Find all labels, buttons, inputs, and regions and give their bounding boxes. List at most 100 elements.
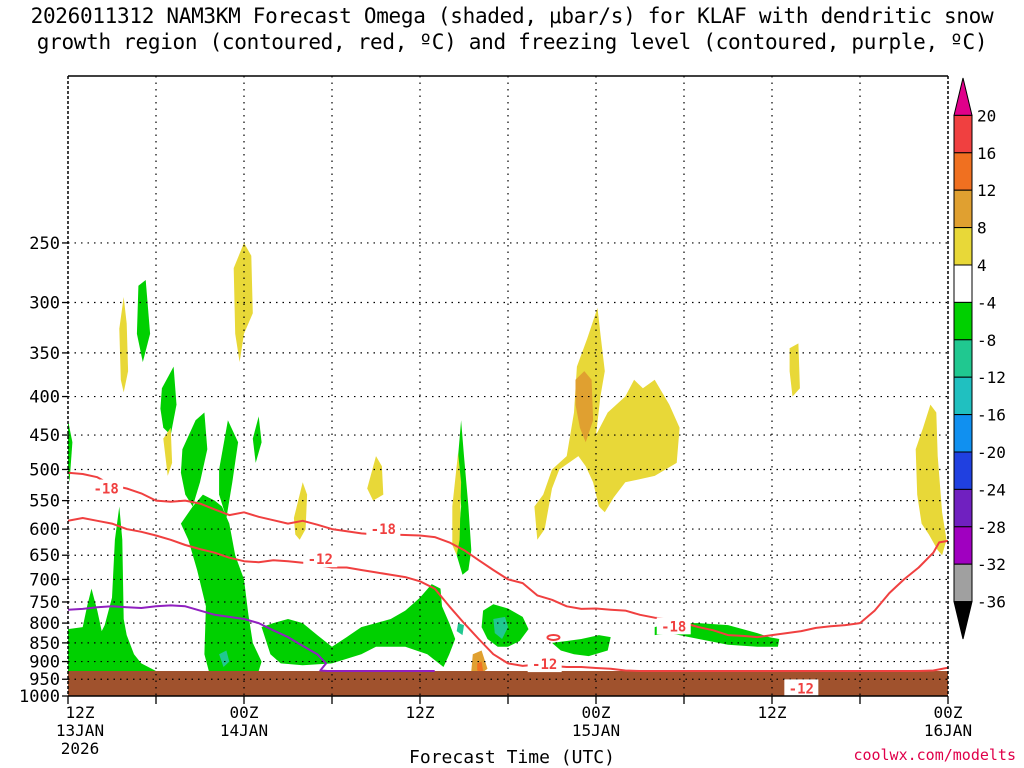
omega-region [233,242,253,363]
colorbar-bin [953,301,973,341]
contour-label-bg [366,520,401,538]
colorbar-label: -28 [977,518,1006,537]
omega-region [456,623,464,636]
contour-label: -18 [93,482,118,498]
y-tick-label: 600 [29,520,60,540]
x-axis-label: Forecast Time (UTC) [409,747,615,768]
colorbar-label: 16 [977,144,996,163]
contour-line [68,517,948,672]
omega-region [219,420,239,518]
colorbar-bin [953,414,973,453]
omega-region [493,616,508,639]
colorbar-bin [953,376,973,416]
contour-lines [68,471,948,672]
colorbar-label: -8 [977,331,996,350]
y-tick-label: 450 [29,426,60,446]
colorbar-bin [953,189,973,229]
colorbar-bin [953,563,973,603]
x-tick-label: 15JAN [572,721,620,740]
chart-title-line-1: 2026011312 NAM3KM Forecast Omega (shaded… [30,4,994,28]
contour-line [546,633,561,641]
colorbar-triangle-top [953,77,973,116]
x-tick-label: 12Z [406,703,435,722]
colorbar-bin [953,339,973,378]
contour-label-bg [527,655,562,673]
x-tick-label: 13JAN [56,721,104,740]
colorbar-label: 4 [977,256,987,275]
omega-shading [68,242,947,671]
omega-region [471,650,488,671]
y-tick-label: 350 [29,344,60,364]
omega-region [68,420,73,483]
contour-label: -12 [308,552,333,568]
omega-region [68,506,171,671]
omega-region [789,343,800,397]
contour-label: -12 [532,657,557,673]
contour-label-bg [89,479,124,497]
omega-region [180,412,208,507]
colorbar-label: 8 [977,219,987,238]
contour-label: -18 [661,619,686,635]
colorbar-label: 20 [977,106,996,125]
colorbar-label: -16 [977,406,1006,425]
colorbar-bin [953,114,973,154]
colorbar-label: -4 [977,293,996,312]
colorbar-label: 12 [977,181,996,200]
omega-region [915,404,947,556]
y-tick-label: 650 [29,546,60,566]
x-tick-label: 12Z [758,703,787,722]
contour-label: -12 [789,681,814,697]
y-tick-label: 700 [29,570,60,590]
omega-region [367,456,384,501]
y-tick-label: 850 [29,634,60,654]
y-tick-label: 900 [29,653,60,673]
contour-line [68,604,435,672]
omega-region [534,307,680,540]
y-tick-label: 250 [29,234,60,254]
y-tick-label: 300 [29,294,60,314]
omega-region [136,280,151,363]
x-tick-label: 2026 [61,739,100,758]
colorbar-triangle-bottom [953,601,973,640]
colorbar-label: -12 [977,368,1006,387]
colorbar-bin [953,264,973,303]
contour-label-bg [656,617,691,635]
x-tick-label: 00Z [582,703,611,722]
contour-label-bg [303,550,338,568]
colorbar-label: -36 [977,593,1006,612]
contour-line [68,471,948,639]
omega-region [477,661,484,671]
omega-region [163,427,173,476]
x-tick-label: 12Z [66,703,95,722]
omega-region [160,366,177,435]
colorbar-bin [953,451,973,490]
colorbar-bin [953,152,973,191]
colorbar-label: -20 [977,443,1006,462]
chart-title-line-2: growth region (contoured, red, ºC) and f… [36,30,988,54]
x-tick-label: 00Z [934,703,963,722]
y-tick-label: 750 [29,593,60,613]
x-tick-label: 16JAN [924,721,972,740]
y-tick-label: 950 [29,670,60,690]
y-tick-label: 1000 [19,687,60,707]
contour-label-bg [784,679,819,697]
omega-region [456,420,472,575]
omega-region [180,494,262,671]
y-tick-label: 800 [29,614,60,634]
colorbar-label: -32 [977,555,1006,574]
y-tick-label: 400 [29,388,60,408]
x-tick-label: 14JAN [220,721,268,740]
omega-region [552,635,611,657]
colorbar-bin [953,526,973,565]
x-tick-label: 00Z [230,703,259,722]
colorbar-bin [953,488,973,528]
omega-region [119,297,129,393]
colorbar-bin [953,227,973,266]
omega-region [219,650,230,667]
y-tick-label: 550 [29,492,60,512]
y-tick-label: 500 [29,460,60,480]
omega-region [575,371,594,443]
omega-region [261,584,456,667]
contour-label: -18 [371,522,396,538]
